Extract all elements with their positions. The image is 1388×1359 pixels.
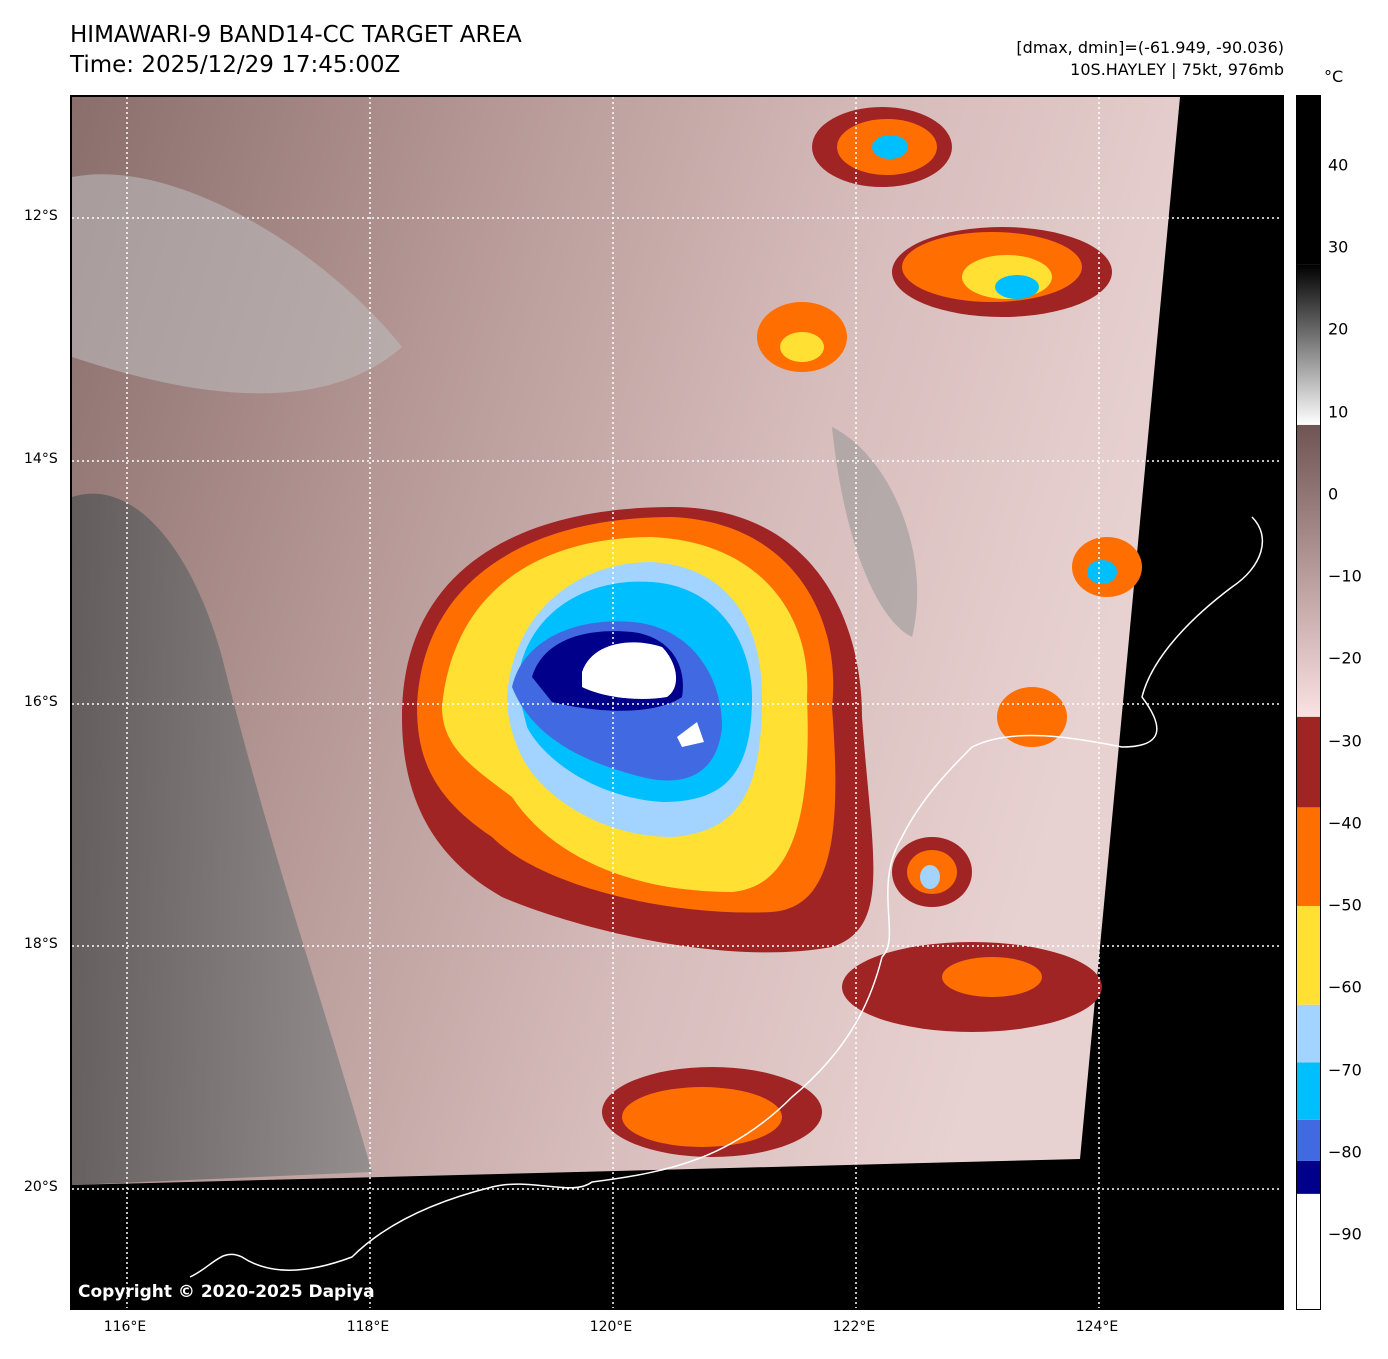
colorbar xyxy=(1296,95,1321,1310)
colorbar-tick-label: −10 xyxy=(1328,566,1362,586)
colorbar-tick-label: 10 xyxy=(1328,402,1349,422)
colorbar-segment xyxy=(1297,716,1320,808)
colorbar-segment xyxy=(1297,1160,1320,1194)
colorbar-tick-label: −40 xyxy=(1328,813,1362,833)
colorbar-tick-label: 30 xyxy=(1328,237,1349,257)
gridlines xyxy=(72,97,1282,1308)
colorbar-tick-label: 20 xyxy=(1328,319,1349,339)
timestamp: Time: 2025/12/29 17:45:00Z xyxy=(70,52,401,78)
colorbar-unit: °C xyxy=(1324,67,1344,86)
colorbar-segment xyxy=(1297,424,1320,717)
colorbar-tick-label: 0 xyxy=(1328,484,1339,504)
lat-label: 14°S xyxy=(24,451,58,467)
lat-label: 18°S xyxy=(24,936,58,952)
satellite-image: Copyright © 2020-2025 Dapiya xyxy=(70,95,1284,1310)
lat-label: 20°S xyxy=(24,1179,58,1195)
colorbar-tick-label: −30 xyxy=(1328,731,1362,751)
colorbar-segment xyxy=(1297,1062,1320,1120)
lat-label: 16°S xyxy=(24,694,58,710)
dmax-dmin: [dmax, dmin]=(-61.949, -90.036) xyxy=(1016,38,1284,57)
colorbar-tick-label: 40 xyxy=(1328,155,1349,175)
copyright: Copyright © 2020-2025 Dapiya xyxy=(78,1282,375,1302)
colorbar-segment xyxy=(1297,96,1320,265)
colorbar-segment xyxy=(1297,264,1320,425)
lon-label: 118°E xyxy=(346,1319,390,1335)
colorbar-segment xyxy=(1297,1119,1320,1161)
coastline xyxy=(189,516,1263,1278)
colorbar-tick-label: −50 xyxy=(1328,895,1362,915)
colorbar-segment xyxy=(1297,906,1320,1005)
lon-label: 122°E xyxy=(832,1319,876,1335)
lon-label: 120°E xyxy=(589,1319,633,1335)
chart-title: HIMAWARI-9 BAND14-CC TARGET AREA xyxy=(70,22,522,48)
colorbar-tick-label: −70 xyxy=(1328,1060,1362,1079)
colorbar-tick-label: −20 xyxy=(1328,648,1362,668)
colorbar-tick-label: −90 xyxy=(1328,1224,1362,1244)
colorbar-tick-label: −80 xyxy=(1328,1142,1362,1162)
lon-label: 124°E xyxy=(1075,1319,1119,1335)
cyclone-hayley xyxy=(402,507,874,953)
convective-cells xyxy=(602,107,1142,1157)
colorbar-segment xyxy=(1297,1193,1320,1309)
lat-label: 12°S xyxy=(24,208,58,224)
colorbar-segment xyxy=(1297,807,1320,907)
colorbar-segment xyxy=(1297,1004,1320,1063)
grey-cloud-region xyxy=(72,493,372,1185)
lon-label: 116°E xyxy=(103,1319,147,1335)
colorbar-tick-label: −60 xyxy=(1328,977,1362,997)
storm-info: 10S.HAYLEY | 75kt, 976mb xyxy=(1070,60,1284,79)
